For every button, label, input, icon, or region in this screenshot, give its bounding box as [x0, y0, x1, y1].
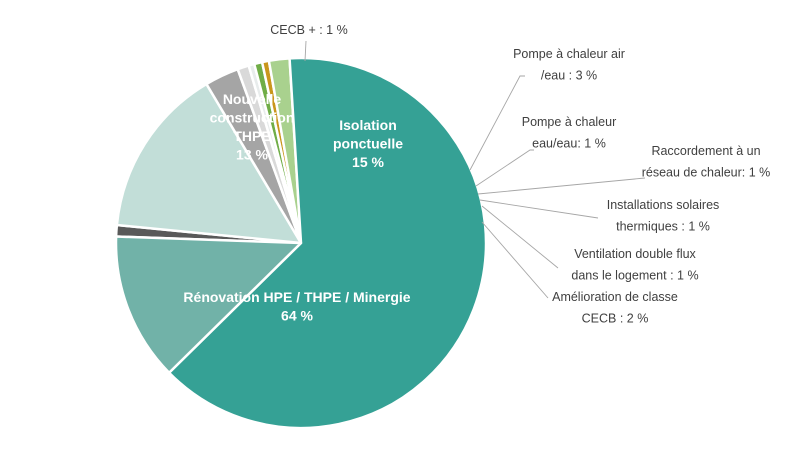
label-renovation-hpe-thpe-minergie: Rénovation HPE / THPE / Minergie 64 % — [183, 289, 410, 324]
label-line: CECB + : 1 % — [270, 23, 347, 37]
leader-line-raccordement-a-un — [477, 177, 646, 195]
leader-line-cecb-1 — [304, 40, 307, 62]
slice-nouvelle — [114, 235, 303, 374]
label-line: ponctuelle — [333, 136, 403, 152]
label-line: Installations solaires — [607, 198, 720, 212]
label-pompe-a-chaleur-air: Pompe à chaleur air/eau : 3 % — [513, 47, 625, 83]
label-amelioration-de-classe: Amélioration de classe CECB : 2 % — [552, 290, 678, 326]
label-pompe-a-chaleur: Pompe à chaleur eau/eau: 1 % — [522, 115, 617, 151]
label-raccordement-a-un: Raccordement à un réseau de chaleur: 1 % — [642, 144, 771, 180]
label-line: Amélioration de classe — [552, 290, 678, 304]
label-line: /eau : 3 % — [541, 69, 597, 83]
label-installations-solaires: Installations solaires thermiques : 1 % — [607, 198, 720, 234]
label-line: THPE — [233, 128, 270, 144]
label-ventilation-double-flux: Ventilation double flux dans le logement … — [571, 247, 698, 283]
leader-line-ventilation-double-flux — [481, 205, 559, 269]
label-line: Nouvelle — [223, 91, 282, 107]
label-line: Rénovation HPE / THPE / Minergie — [183, 289, 410, 305]
label-nouvelle: Nouvelle construction THPE 13 % — [210, 91, 295, 163]
label-line: CECB : 2 % — [582, 312, 649, 326]
slice-labels: CECB + : 1 % Isolation ponctuelle 15 % Pompe… — [183, 23, 770, 326]
label-line: eau/eau: 1 % — [532, 137, 606, 151]
leader-lines — [304, 40, 646, 299]
label-line: Raccordement à un — [651, 144, 760, 158]
leader-line-pompe-a-chaleur-air — [469, 75, 525, 171]
slice-renovation-hpe-thpe-minergie — [167, 56, 488, 430]
label-line: Ventilation double flux — [574, 247, 696, 261]
label-line: Pompe à chaleur — [522, 115, 617, 129]
leader-line-pompe-a-chaleur — [475, 149, 534, 187]
label-line: Pompe à chaleur air — [513, 47, 625, 61]
label-line: Isolation — [339, 117, 397, 133]
label-line: 13 % — [236, 147, 268, 163]
label-cecb-1: CECB + : 1 % — [270, 23, 347, 37]
label-isolation: Isolation ponctuelle 15 % — [333, 117, 403, 170]
label-line: 15 % — [352, 154, 384, 170]
slice-isolation — [115, 82, 303, 245]
leader-line-amelioration-de-classe — [481, 221, 549, 299]
pie-slices — [114, 56, 488, 430]
label-line: réseau de chaleur: 1 % — [642, 166, 771, 180]
label-line: thermiques : 1 % — [616, 220, 710, 234]
label-line: dans le logement : 1 % — [571, 269, 698, 283]
label-line: construction — [210, 110, 295, 126]
leader-line-installations-solaires — [479, 199, 599, 219]
label-line: 64 % — [281, 308, 313, 324]
